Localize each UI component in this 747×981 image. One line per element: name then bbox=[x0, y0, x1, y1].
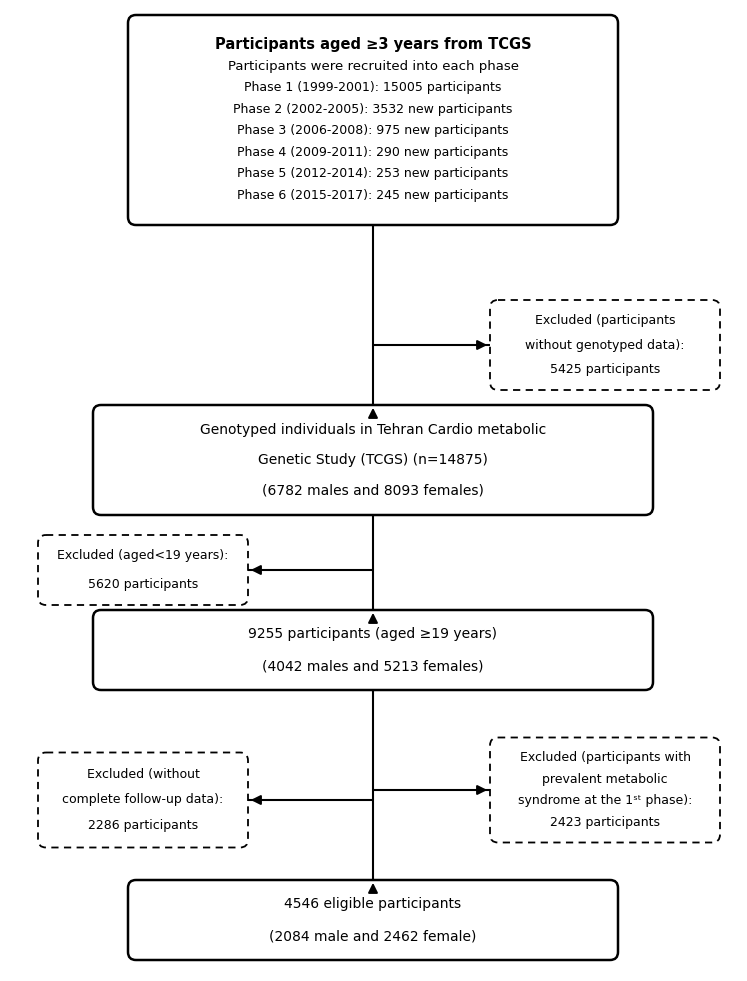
Text: Participants were recruited into each phase: Participants were recruited into each ph… bbox=[228, 60, 518, 73]
Text: (2084 male and 2462 female): (2084 male and 2462 female) bbox=[270, 929, 477, 944]
Text: Phase 4 (2009-2011): 290 new participants: Phase 4 (2009-2011): 290 new participant… bbox=[238, 146, 509, 159]
FancyBboxPatch shape bbox=[128, 15, 618, 225]
FancyBboxPatch shape bbox=[490, 300, 720, 390]
Text: complete follow-up data):: complete follow-up data): bbox=[63, 794, 223, 806]
FancyBboxPatch shape bbox=[38, 752, 248, 848]
FancyBboxPatch shape bbox=[93, 610, 653, 690]
FancyBboxPatch shape bbox=[38, 535, 248, 605]
Text: Excluded (aged<19 years):: Excluded (aged<19 years): bbox=[58, 549, 229, 562]
Text: syndrome at the 1ˢᵗ phase):: syndrome at the 1ˢᵗ phase): bbox=[518, 795, 692, 807]
FancyBboxPatch shape bbox=[93, 405, 653, 515]
Text: 9255 participants (aged ≥19 years): 9255 participants (aged ≥19 years) bbox=[249, 627, 498, 641]
Text: Participants aged ≥3 years from TCGS: Participants aged ≥3 years from TCGS bbox=[214, 37, 531, 52]
Text: 5425 participants: 5425 participants bbox=[550, 363, 660, 376]
Text: 2423 participants: 2423 participants bbox=[550, 816, 660, 829]
Text: without genotyped data):: without genotyped data): bbox=[525, 338, 685, 351]
Text: Phase 1 (1999-2001): 15005 participants: Phase 1 (1999-2001): 15005 participants bbox=[244, 81, 502, 94]
Text: Genetic Study (TCGS) (n=14875): Genetic Study (TCGS) (n=14875) bbox=[258, 453, 488, 467]
FancyBboxPatch shape bbox=[490, 738, 720, 843]
Text: Excluded (participants: Excluded (participants bbox=[535, 314, 675, 327]
Text: Excluded (participants with: Excluded (participants with bbox=[519, 751, 690, 764]
Text: (4042 males and 5213 females): (4042 males and 5213 females) bbox=[262, 659, 484, 673]
Text: prevalent metabolic: prevalent metabolic bbox=[542, 773, 668, 786]
Text: Phase 6 (2015-2017): 245 new participants: Phase 6 (2015-2017): 245 new participant… bbox=[238, 188, 509, 202]
Text: Excluded (without: Excluded (without bbox=[87, 767, 199, 781]
Text: Phase 5 (2012-2014): 253 new participants: Phase 5 (2012-2014): 253 new participant… bbox=[238, 168, 509, 181]
Text: Phase 2 (2002-2005): 3532 new participants: Phase 2 (2002-2005): 3532 new participan… bbox=[233, 103, 512, 116]
Text: Genotyped individuals in Tehran Cardio metabolic: Genotyped individuals in Tehran Cardio m… bbox=[200, 423, 546, 437]
Text: (6782 males and 8093 females): (6782 males and 8093 females) bbox=[262, 483, 484, 497]
Text: 4546 eligible participants: 4546 eligible participants bbox=[285, 897, 462, 910]
Text: Phase 3 (2006-2008): 975 new participants: Phase 3 (2006-2008): 975 new participant… bbox=[238, 125, 509, 137]
Text: 2286 participants: 2286 participants bbox=[88, 819, 198, 833]
Text: 5620 participants: 5620 participants bbox=[88, 578, 198, 591]
FancyBboxPatch shape bbox=[128, 880, 618, 960]
